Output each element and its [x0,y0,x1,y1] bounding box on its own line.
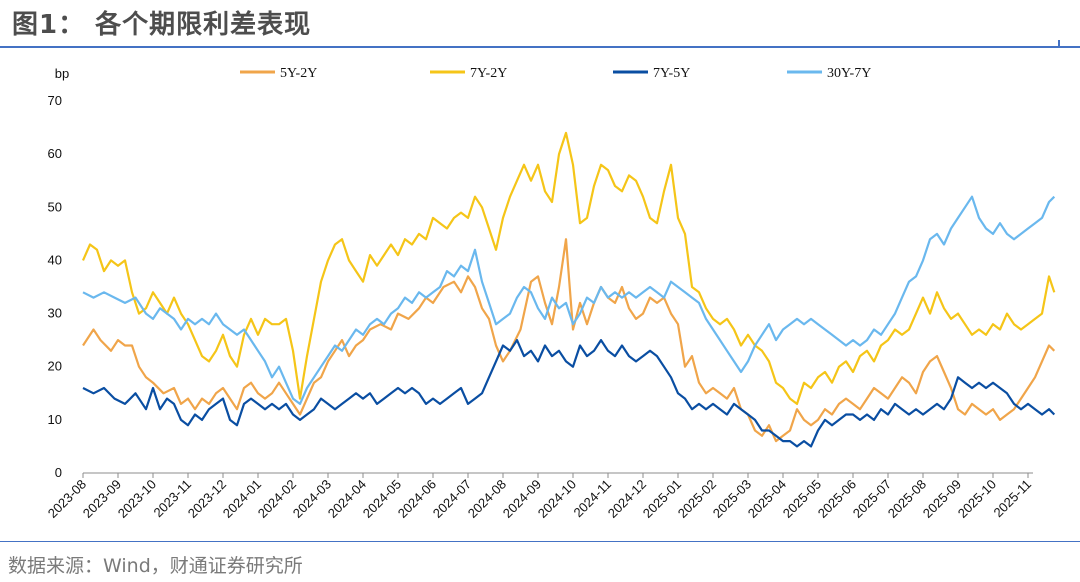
y-tick-label: 50 [48,199,62,214]
y-tick-label: 30 [48,306,62,321]
legend-label: 30Y-7Y [827,66,871,81]
x-tick-label: 2024-10 [535,477,579,521]
x-tick-label: 2023-10 [115,477,159,521]
y-axis-label: bp [55,66,69,81]
legend-label: 7Y-5Y [653,66,690,81]
title-rule-tick [1058,40,1060,48]
y-tick-label: 10 [48,412,62,427]
y-tick-label: 70 [48,93,62,108]
x-tick-label: 2025-11 [990,477,1034,521]
source-note: 数据来源：Wind，财通证券研究所 [8,555,303,577]
x-tick-label: 2025-10 [955,477,999,521]
legend-label: 7Y-2Y [470,66,507,81]
title-rule [0,46,1080,48]
series-line-30y-7y [82,195,1056,405]
series-line-5y-2y [82,238,1056,443]
y-tick-label: 0 [55,465,62,480]
legend: 5Y-2Y 7Y-2Y 7Y-5Y 30Y-7Y [240,66,871,81]
line-chart: bp 5Y-2Y 7Y-2Y 7Y-5Y 30Y-7Y 0 10 20 30 40 50 60 70… [45,66,1056,521]
y-tick-label: 40 [48,252,62,267]
figure-title: 图1： 各个期限利差表现 [12,10,312,40]
source-rule [0,541,1080,542]
y-tick-label: 60 [48,146,62,161]
series-layer [81,131,1056,448]
legend-label: 5Y-2Y [280,66,317,81]
y-tick-label: 20 [48,359,62,374]
axes: 0102030405060702023-082023-092023-102023… [45,93,1034,521]
series-line-7y-5y [82,339,1056,448]
